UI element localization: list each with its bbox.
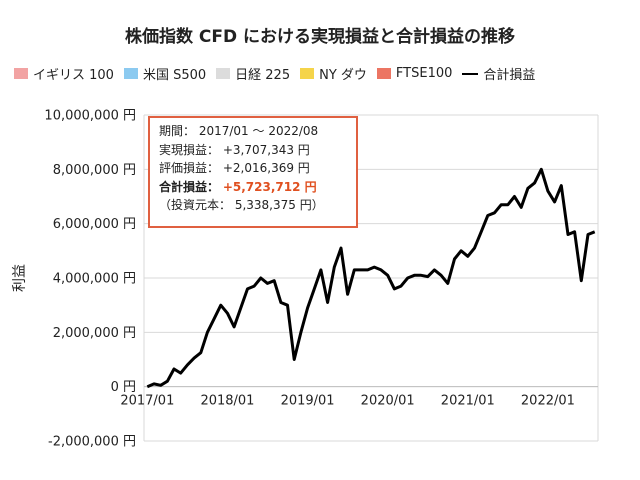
realized-label: 実現損益： (159, 142, 220, 157)
y-tick-label: 0 円 (111, 380, 136, 395)
legend-label: 日経 225 (235, 68, 291, 83)
legend-line-marker (462, 72, 479, 75)
legend-swatch (123, 68, 138, 79)
y-tick-label: 4,000,000 円 (53, 272, 136, 287)
x-tick-label: 2017/01 (120, 394, 174, 409)
y-tick-label: 8,000,000 円 (53, 163, 136, 178)
y-axis-title: 利益 (12, 264, 28, 292)
total-value: +5,723,712 円 (222, 179, 317, 194)
period-value: 2017/01 ～ 2022/08 (198, 124, 319, 138)
legend-item: イギリス 100 (14, 64, 114, 83)
period-row: 期間： 2017/01 ～ 2022/08 (159, 122, 356, 141)
investment-text: （投資元本： 5,338,375 円） (159, 198, 324, 212)
legend-label: FTSE100 (395, 66, 453, 81)
x-tick-label: 2021/01 (441, 394, 495, 409)
legend-item: NY ダウ (300, 64, 367, 83)
unrealized-label: 評価損益： (159, 161, 220, 175)
chart-title: 株価指数 CFD における実現損益と合計損益の推移 (124, 27, 516, 47)
unrealized-row: 評価損益： +2,016,369 円 (159, 159, 356, 178)
realized-row: 実現損益： +3,707,343 円 (159, 141, 356, 160)
period-label: 期間： (159, 124, 196, 138)
realized-value: +3,707,343 円 (222, 142, 310, 157)
legend-swatch (216, 68, 231, 79)
unrealized-value: +2,016,369 円 (222, 161, 310, 175)
y-tick-label: 2,000,000 円 (53, 326, 136, 341)
legend-swatch (376, 68, 391, 79)
legend-label: 米国 S500 (142, 68, 207, 83)
y-tick-label: 10,000,000 円 (44, 109, 136, 124)
investment-row: （投資元本： 5,338,375 円） (159, 196, 356, 215)
x-tick-label: 2020/01 (361, 394, 415, 409)
x-tick-label: 2019/01 (281, 394, 335, 409)
y-tick-label: 6,000,000 円 (53, 217, 136, 232)
legend-label: NY ダウ (319, 68, 367, 83)
total-row: 合計損益： +5,723,712 円 (159, 178, 356, 197)
y-tick-label: -2,000,000 円 (48, 435, 136, 450)
legend-item: 合計損益 (462, 64, 535, 83)
x-tick-label: 2018/01 (200, 394, 254, 409)
legend-label: 合計損益 (483, 68, 536, 83)
legend: イギリス 100 米国 S500 日経 225 NY ダウ FTSE100 合計損益 (14, 64, 535, 83)
summary-box: 期間： 2017/01 ～ 2022/08 実現損益： +3,707,343 円… (148, 116, 358, 228)
legend-swatch (300, 68, 315, 79)
legend-label: イギリス 100 (33, 68, 114, 83)
legend-item: FTSE100 (376, 66, 453, 81)
legend-item: 日経 225 (216, 64, 290, 83)
total-label: 合計損益： (159, 179, 220, 194)
x-tick-label: 2022/01 (521, 394, 575, 409)
legend-item: 米国 S500 (123, 64, 207, 83)
total-pl-line (146, 167, 596, 389)
legend-swatch (14, 68, 28, 79)
